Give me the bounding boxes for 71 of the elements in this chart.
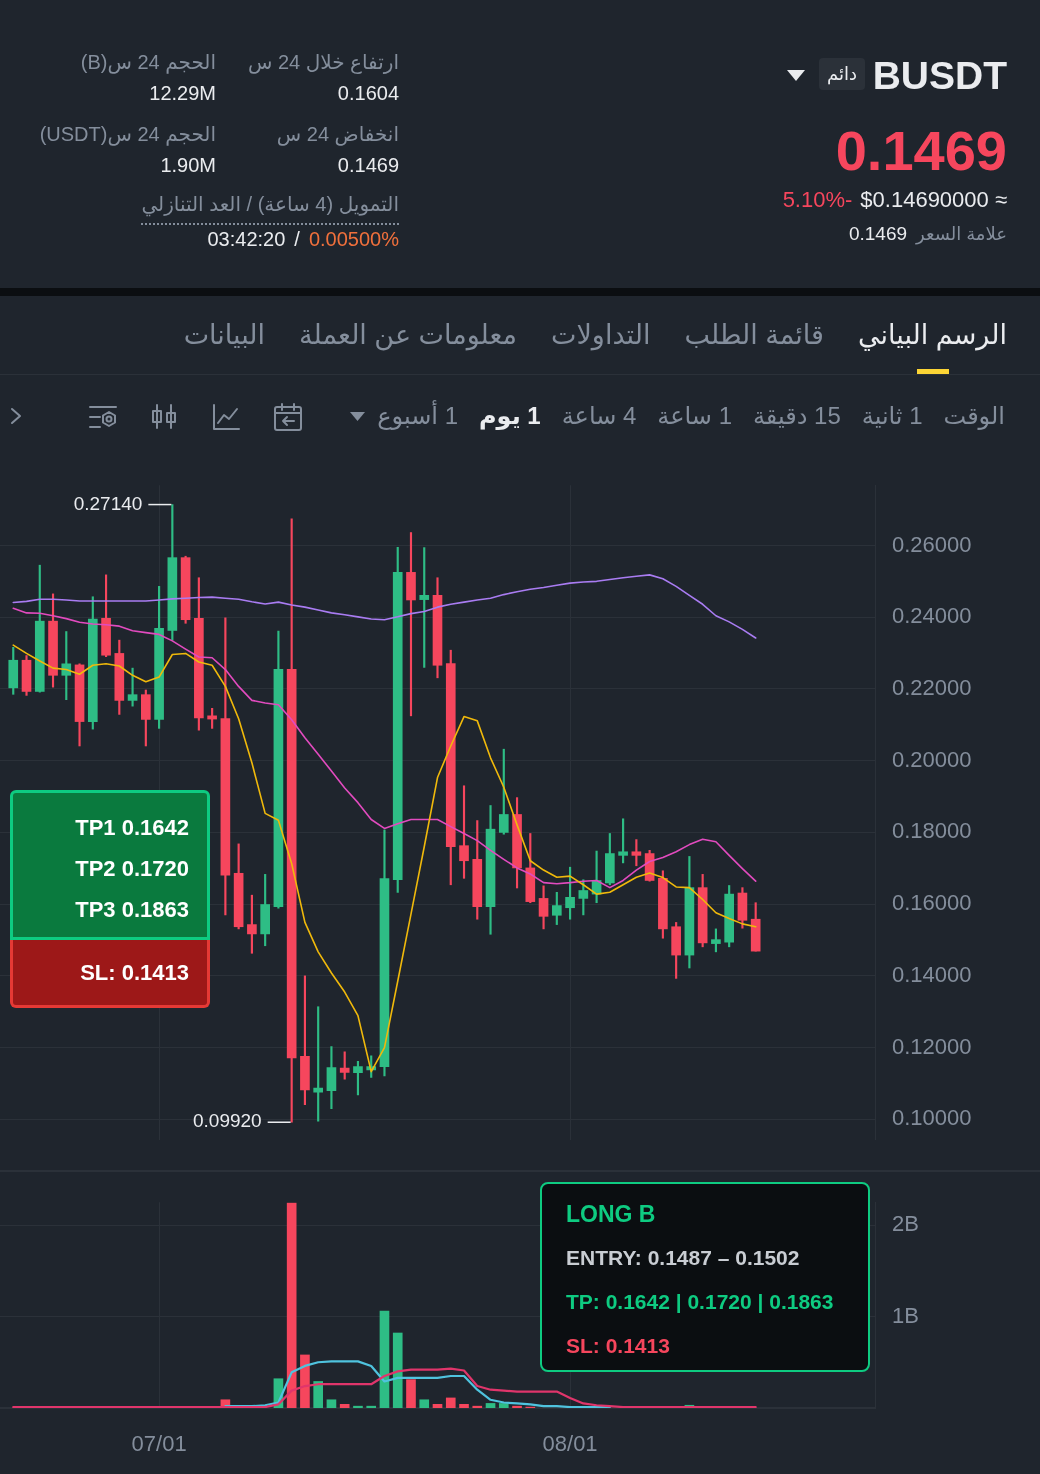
text: -5.10% bbox=[782, 187, 853, 212]
text: 12.29M bbox=[149, 82, 216, 104]
text: علامة السعر bbox=[916, 224, 1007, 244]
text: التداولات bbox=[551, 319, 651, 351]
bar bbox=[419, 1399, 430, 1408]
y-tick-label: 0.16000 bbox=[892, 890, 972, 916]
y-tick-label: 0.18000 bbox=[892, 818, 972, 844]
annotation: TP: 0.1642 | 0.1720 | 0.1863 bbox=[566, 1290, 834, 1313]
text: 0.1469 bbox=[835, 119, 1007, 182]
annotation: TP2 0.1720 bbox=[75, 856, 189, 881]
bar bbox=[485, 1403, 496, 1408]
annotation: ENTRY: 0.1487 – 0.1502 bbox=[566, 1246, 800, 1269]
bar bbox=[286, 1202, 297, 1408]
text: 0.00500% bbox=[308, 228, 399, 250]
text: / bbox=[294, 228, 300, 250]
bar bbox=[459, 1404, 469, 1408]
y-tick-label: 0.20000 bbox=[892, 746, 972, 772]
text: BUSDT bbox=[872, 54, 1007, 97]
text: انخفاض 24 س bbox=[276, 123, 399, 145]
x-tick-label: 08/01 bbox=[542, 1431, 598, 1457]
annotation: SL: 0.1413 bbox=[566, 1334, 670, 1357]
text: ارتفاع خلال 24 س bbox=[247, 51, 399, 73]
y-tick-label: 0.10000 bbox=[892, 1105, 972, 1131]
y-tick-label: 1B bbox=[892, 1302, 919, 1328]
text: البيانات bbox=[183, 319, 266, 351]
text: 0.1469 bbox=[848, 223, 908, 244]
text: معلومات عن العملة bbox=[299, 319, 518, 351]
bar bbox=[339, 1404, 350, 1408]
bar bbox=[392, 1332, 403, 1408]
text: 0.1469 bbox=[337, 154, 399, 176]
annotation: TP3 0.1863 bbox=[75, 897, 189, 922]
bar bbox=[313, 1381, 324, 1408]
bar bbox=[366, 1405, 377, 1408]
text: 1.90M bbox=[160, 154, 216, 176]
text: الحجم 24 س(USDT) bbox=[39, 123, 216, 145]
text: 4 ساعة bbox=[561, 401, 637, 430]
annotation: 0.27140 bbox=[73, 492, 143, 514]
text: الرسم البياني bbox=[858, 319, 1007, 351]
badge: دائم bbox=[819, 58, 865, 90]
text: التمويل (4 ساعة) / العد التنازلي bbox=[141, 193, 399, 225]
text: الوقت bbox=[943, 401, 1005, 430]
text: 0.1604 bbox=[337, 82, 399, 104]
text: 1 أسبوع bbox=[377, 401, 459, 430]
text: قائمة الطلب bbox=[684, 319, 824, 351]
bar bbox=[432, 1404, 443, 1408]
text: 1 ساعة bbox=[657, 401, 732, 430]
y-tick-label: 0.12000 bbox=[892, 1033, 972, 1059]
annotation: 0.09920 bbox=[192, 1110, 262, 1132]
annotation: LONG B bbox=[566, 1201, 656, 1227]
annotation: TP1 0.1642 bbox=[75, 815, 189, 840]
text: 15 دقيقة bbox=[752, 401, 841, 430]
text: 1 ثانية bbox=[861, 401, 923, 430]
bar bbox=[353, 1405, 363, 1408]
bar bbox=[300, 1354, 310, 1408]
x-tick-label: 07/01 bbox=[131, 1431, 187, 1457]
text: 03:42:20 bbox=[207, 228, 286, 250]
text: 1 يوم bbox=[479, 401, 541, 430]
bar bbox=[512, 1405, 522, 1408]
bar bbox=[472, 1405, 483, 1408]
bar bbox=[326, 1399, 337, 1408]
candlestick bbox=[127, 667, 138, 707]
y-tick-label: 0.24000 bbox=[892, 603, 972, 629]
text: ≈ $0.14690000 bbox=[860, 187, 1007, 212]
annotation: SL: 0.1413 bbox=[80, 959, 189, 986]
y-tick-label: 0.14000 bbox=[892, 961, 972, 987]
y-tick-label: 2B bbox=[892, 1211, 919, 1237]
y-tick-label: 0.22000 bbox=[892, 675, 972, 700]
y-tick-label: 0.26000 bbox=[892, 531, 972, 557]
bar bbox=[406, 1379, 416, 1408]
bar bbox=[445, 1397, 456, 1408]
text: الحجم 24 س(B) bbox=[80, 51, 216, 73]
